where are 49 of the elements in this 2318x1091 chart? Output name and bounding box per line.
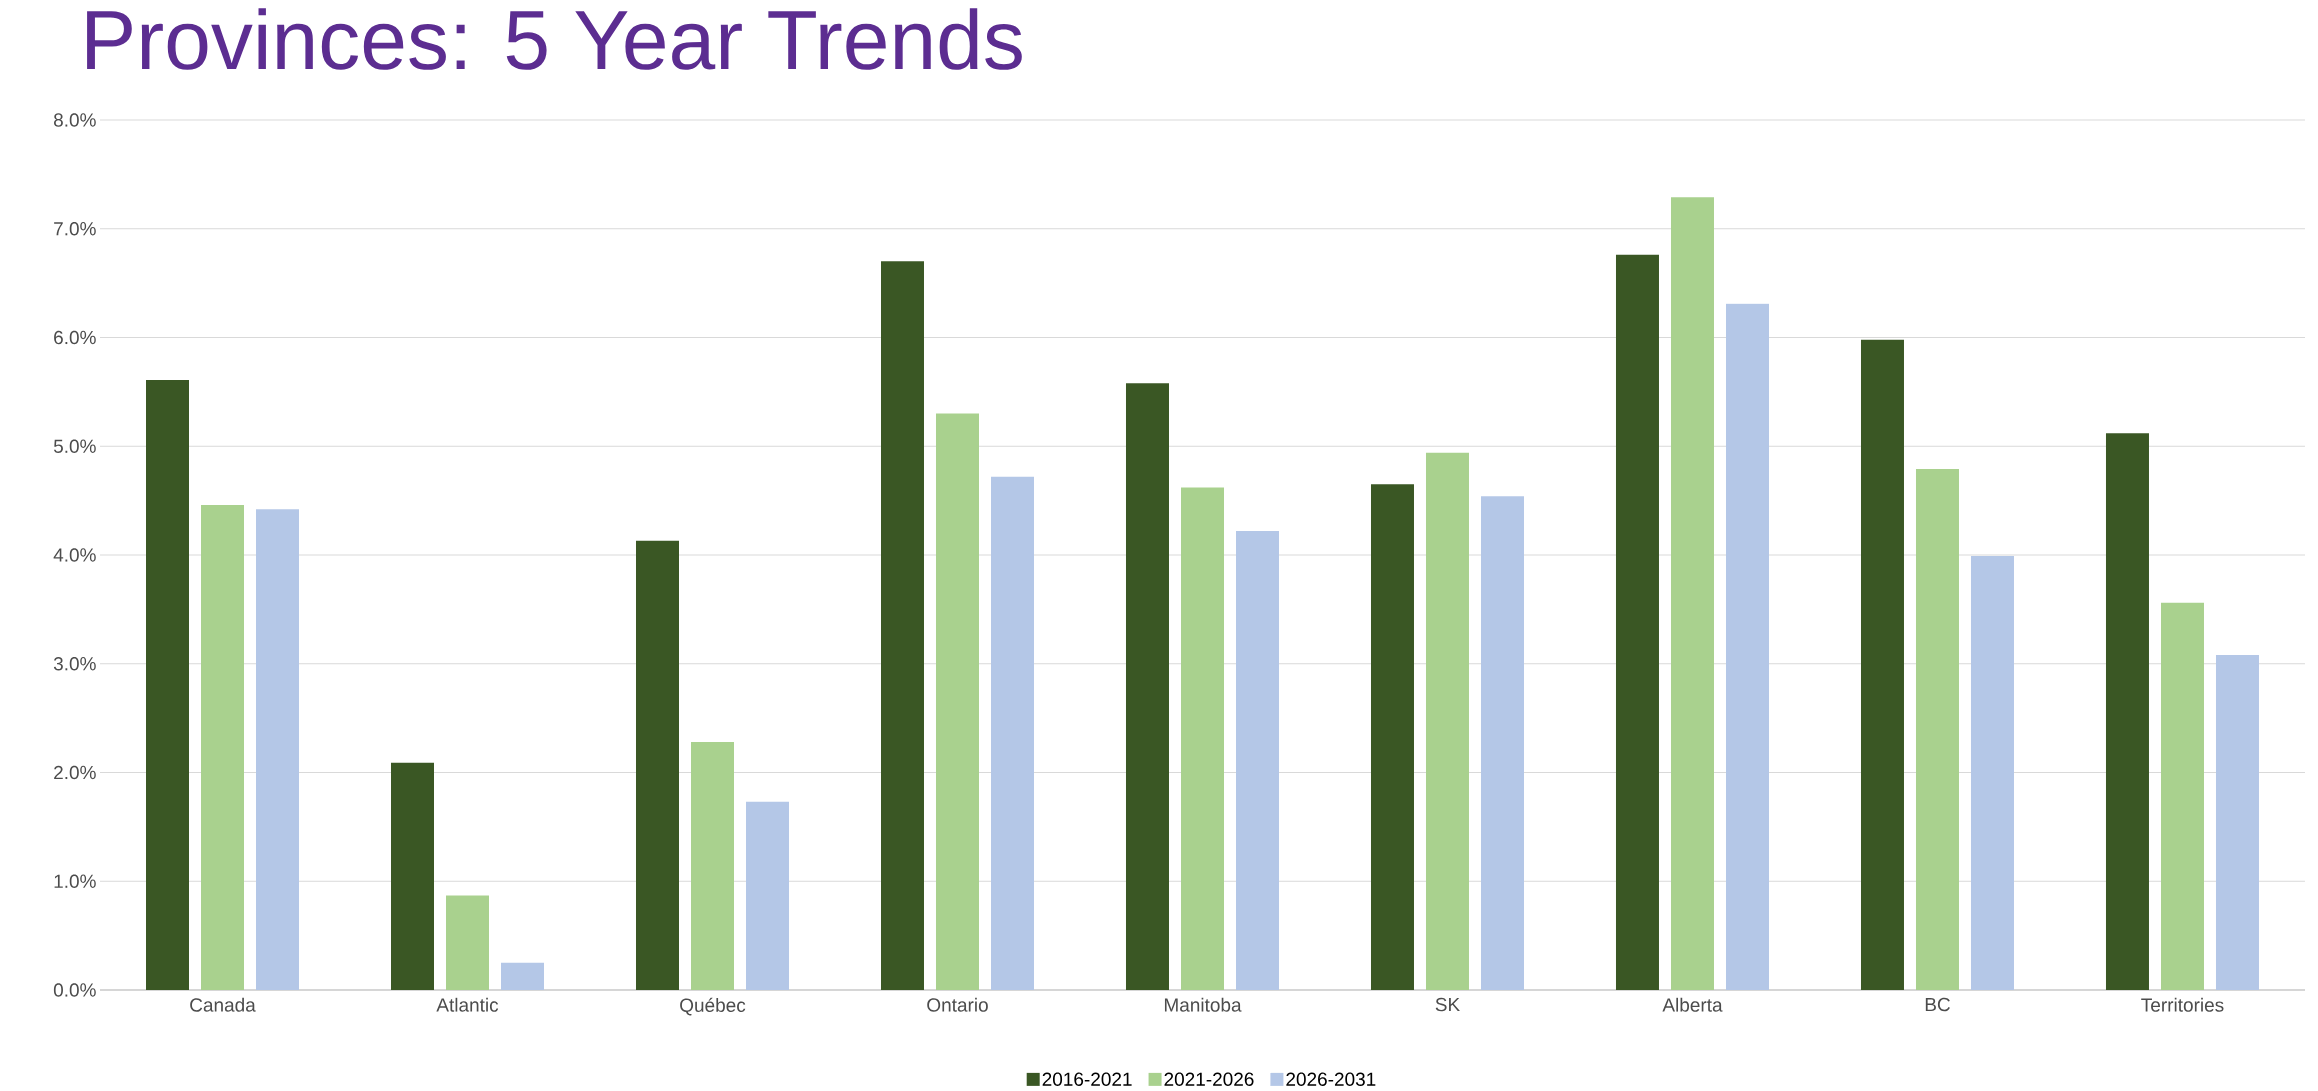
chart-title: Provinces: 5 Year Trends xyxy=(87,8,1022,70)
bar xyxy=(1915,468,1959,990)
bar xyxy=(1480,496,1524,990)
y-tick-label: 6.0% xyxy=(54,330,96,345)
bar xyxy=(391,762,434,990)
bar xyxy=(256,509,299,990)
bar xyxy=(1670,197,1714,990)
bar xyxy=(935,413,979,990)
y-tick-label: 5.0% xyxy=(53,439,96,453)
bar xyxy=(446,895,489,990)
legend-label: 2016-2021 xyxy=(1042,1072,1132,1086)
bar xyxy=(201,504,244,990)
bar xyxy=(1970,555,2014,990)
x-tick-label: BC xyxy=(1925,997,1950,1012)
x-tick-label: Atlantic xyxy=(436,997,499,1012)
bar xyxy=(746,801,789,990)
y-tick-label: 1.0% xyxy=(54,874,96,888)
x-tick-label: Québec xyxy=(680,997,746,1016)
x-tick-label: Territories xyxy=(2141,997,2224,1012)
y-tick-label: 7.0% xyxy=(54,221,96,236)
bar xyxy=(880,261,924,990)
y-tick-label: 4.0% xyxy=(53,548,96,562)
bar xyxy=(691,741,734,990)
y-tick-label: 3.0% xyxy=(53,656,96,671)
bar xyxy=(1425,452,1469,990)
x-tick-label: SK xyxy=(1435,997,1460,1012)
bar xyxy=(1180,487,1224,990)
bar xyxy=(2105,433,2149,990)
bar xyxy=(1125,383,1169,990)
x-tick-label: Manitoba xyxy=(1164,997,1242,1012)
x-tick-label: Canada xyxy=(190,997,256,1012)
bar xyxy=(2160,602,2204,990)
y-tick-label: 0.0% xyxy=(53,983,96,997)
bar xyxy=(146,379,189,990)
x-tick-label: Ontario xyxy=(927,997,988,1012)
bar xyxy=(636,540,679,990)
legend-label: 2026-2031 xyxy=(1286,1072,1376,1086)
bar xyxy=(501,962,544,990)
legend-label: 2021-2026 xyxy=(1164,1072,1254,1086)
bar xyxy=(1860,339,1904,990)
bar xyxy=(2215,654,2259,990)
x-tick-label: Alberta xyxy=(1662,997,1723,1012)
y-tick-label: 8.0% xyxy=(53,113,96,127)
bar xyxy=(991,476,1034,990)
bar xyxy=(1615,254,1659,990)
bar xyxy=(1725,303,1769,990)
y-tick-label: 2.0% xyxy=(54,765,96,780)
bar xyxy=(1235,530,1279,990)
bar xyxy=(1370,484,1414,990)
